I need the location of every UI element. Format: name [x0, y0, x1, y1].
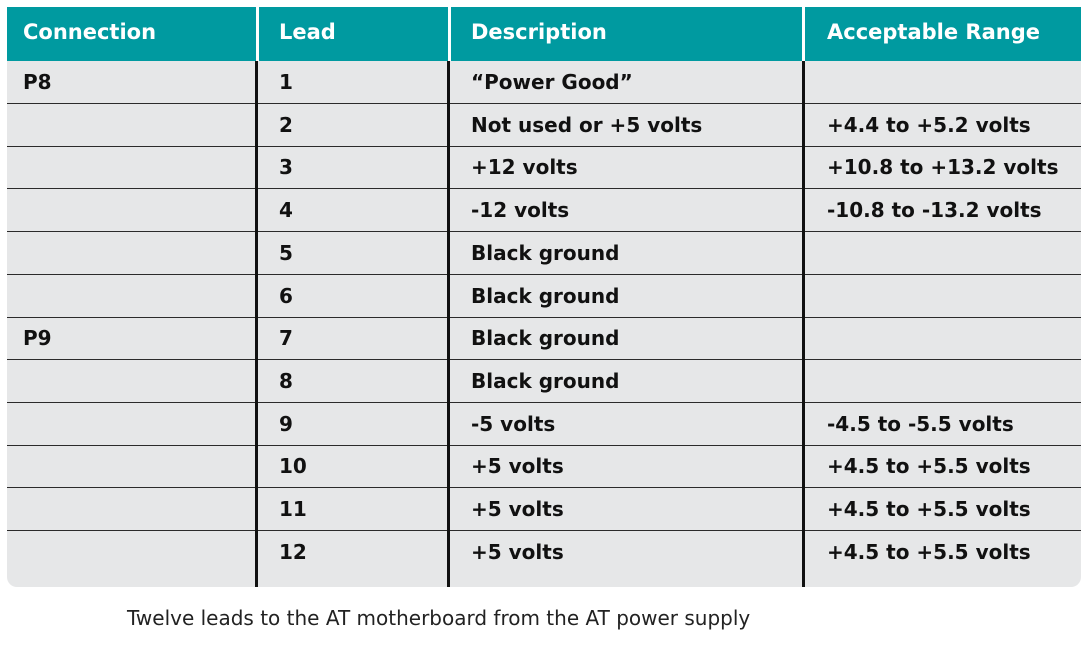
- cell-description: Black ground: [471, 326, 620, 351]
- table-row: 3 +12 volts +10.8 to +13.2 volts: [7, 146, 1081, 190]
- table-row: 9 -5 volts -4.5 to -5.5 volts: [7, 403, 1081, 446]
- cell-description: +12 volts: [471, 155, 578, 180]
- column-divider: [802, 61, 805, 587]
- cell-description: “Power Good”: [471, 70, 633, 94]
- cell-description: +5 volts: [471, 497, 564, 521]
- cell-acceptable-range: +10.8 to +13.2 volts: [827, 155, 1059, 180]
- cell-lead: 3: [279, 155, 293, 180]
- cell-lead: 6: [279, 283, 293, 308]
- cell-lead: 5: [279, 240, 293, 265]
- header-divider: [802, 7, 805, 61]
- header-description: Description: [471, 20, 607, 44]
- table-caption: Twelve leads to the AT motherboard from …: [127, 606, 751, 630]
- cell-connection: P9: [23, 326, 52, 351]
- table-row: 5 Black ground: [7, 232, 1081, 275]
- cell-description: +5 volts: [471, 454, 564, 479]
- cell-lead: 1: [279, 70, 293, 94]
- cell-lead: 12: [279, 539, 307, 564]
- cell-description: -5 volts: [471, 411, 556, 436]
- table-row: 6 Black ground: [7, 275, 1081, 318]
- cell-lead: 4: [279, 198, 293, 223]
- cell-description: Black ground: [471, 240, 620, 265]
- cell-acceptable-range: +4.4 to +5.2 volts: [827, 112, 1031, 137]
- cell-lead: 11: [279, 497, 307, 521]
- header-divider: [448, 7, 451, 61]
- table-row: 2 Not used or +5 volts +4.4 to +5.2 volts: [7, 104, 1081, 147]
- cell-acceptable-range: -10.8 to -13.2 volts: [827, 198, 1042, 223]
- table-row: P8 1 “Power Good”: [7, 61, 1081, 104]
- cell-acceptable-range: +4.5 to +5.5 volts: [827, 497, 1031, 521]
- table-row: 11 +5 volts +4.5 to +5.5 volts: [7, 488, 1081, 531]
- cell-lead: 8: [279, 368, 293, 393]
- power-leads-table: Connection Lead Description Acceptable R…: [7, 7, 1081, 587]
- header-connection: Connection: [23, 20, 157, 44]
- table-row: 4 -12 volts -10.8 to -13.2 volts: [7, 189, 1081, 233]
- cell-lead: 7: [279, 326, 293, 351]
- cell-description: Black ground: [471, 368, 620, 393]
- table-row: 8 Black ground: [7, 360, 1081, 403]
- column-divider: [447, 61, 450, 587]
- column-divider: [255, 61, 258, 587]
- cell-acceptable-range: +4.5 to +5.5 volts: [827, 454, 1031, 479]
- header-acceptable-range: Acceptable Range: [827, 20, 1040, 44]
- cell-lead: 2: [279, 112, 293, 137]
- cell-description: +5 volts: [471, 539, 564, 564]
- cell-description: -12 volts: [471, 198, 570, 223]
- table-header: Connection Lead Description Acceptable R…: [7, 7, 1081, 61]
- table-row: 12 +5 volts +4.5 to +5.5 volts: [7, 531, 1081, 573]
- cell-description: Not used or +5 volts: [471, 112, 703, 137]
- cell-acceptable-range: +4.5 to +5.5 volts: [827, 539, 1031, 564]
- cell-lead: 9: [279, 411, 293, 436]
- cell-connection: P8: [23, 70, 52, 94]
- header-lead: Lead: [279, 20, 336, 44]
- cell-description: Black ground: [471, 283, 620, 308]
- header-divider: [256, 7, 259, 61]
- table-row: 10 +5 volts +4.5 to +5.5 volts: [7, 445, 1081, 489]
- table-row: P9 7 Black ground: [7, 317, 1081, 361]
- cell-acceptable-range: -4.5 to -5.5 volts: [827, 411, 1014, 436]
- cell-lead: 10: [279, 454, 307, 479]
